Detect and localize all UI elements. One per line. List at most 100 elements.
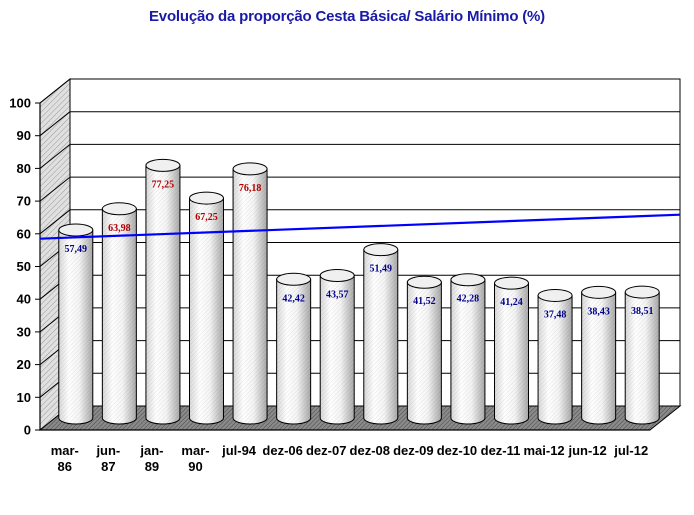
y-tick-label: 100 xyxy=(9,96,31,111)
x-tick-line: dez-11 xyxy=(481,443,521,458)
bar-top xyxy=(450,273,486,287)
bar xyxy=(363,243,399,425)
x-tick-line: mar- xyxy=(181,443,209,458)
data-label: 42,28 xyxy=(457,294,480,305)
y-tick-label: 0 xyxy=(24,423,31,438)
bar-shading xyxy=(276,279,311,425)
x-tick-label: jun-87 xyxy=(95,443,120,474)
y-tick-label: 10 xyxy=(17,390,31,405)
data-label: 57,49 xyxy=(65,244,88,255)
data-label: 76,18 xyxy=(239,183,262,194)
x-tick-label: dez-10 xyxy=(437,443,477,458)
gridline-side xyxy=(39,111,71,137)
x-tick-line: jan- xyxy=(139,443,163,458)
bar xyxy=(276,272,312,425)
x-tick-label: dez-07 xyxy=(306,443,346,458)
bar-shading xyxy=(581,292,616,425)
x-tick-line: dez-06 xyxy=(262,443,302,458)
bar-shading xyxy=(145,165,180,425)
y-tick-label: 40 xyxy=(17,292,31,307)
x-tick-line: jul-12 xyxy=(613,443,648,458)
x-tick-line: jun-12 xyxy=(567,443,606,458)
data-label: 43,57 xyxy=(326,290,349,301)
data-label: 38,51 xyxy=(631,306,654,317)
bar-top xyxy=(581,285,617,299)
x-tick-line: 87 xyxy=(101,459,115,474)
gridline-side xyxy=(39,209,71,235)
bar xyxy=(101,202,137,425)
x-tick-label: mar-86 xyxy=(51,443,79,474)
y-tick-label: 80 xyxy=(17,161,31,176)
x-tick-line: mai-12 xyxy=(523,443,564,458)
reference-line-layer xyxy=(39,213,681,240)
x-tick-label: dez-06 xyxy=(262,443,302,458)
x-tick-label: dez-11 xyxy=(481,443,521,458)
data-label: 42,42 xyxy=(282,293,305,304)
bar xyxy=(537,288,573,425)
bar xyxy=(406,275,442,425)
bars xyxy=(58,158,660,425)
bar-top xyxy=(145,158,181,172)
axes xyxy=(35,102,650,431)
x-tick-label: mar-90 xyxy=(181,443,209,474)
bar-shading xyxy=(189,198,224,425)
bar-top xyxy=(58,223,94,237)
data-label: 77,25 xyxy=(152,179,175,190)
gridline-side xyxy=(39,78,71,104)
y-tick-label: 70 xyxy=(17,194,31,209)
y-tick-label: 50 xyxy=(17,259,31,274)
bar-shading xyxy=(58,230,93,424)
x-tick-label: mai-12 xyxy=(523,443,564,458)
x-tick-line: 90 xyxy=(188,459,202,474)
bar-top xyxy=(276,272,312,286)
x-tick-line: dez-10 xyxy=(437,443,477,458)
data-labels: 57,49 63,98 77,25 67,25 76,18 42,42 43,57 51,49… xyxy=(65,179,654,320)
bar xyxy=(189,191,224,425)
x-tick-line: mar- xyxy=(51,443,79,458)
y-tick-label: 90 xyxy=(17,128,31,143)
x-tick-line: jul-94 xyxy=(221,443,257,458)
x-tick-line: dez-09 xyxy=(393,443,433,458)
gridline-side xyxy=(39,176,71,202)
bar-shading xyxy=(102,208,137,424)
x-tick-line: jun- xyxy=(95,443,120,458)
x-tick-line: 89 xyxy=(145,459,159,474)
data-label: 51,49 xyxy=(370,264,393,275)
bar xyxy=(319,269,355,425)
bar-shading xyxy=(320,275,355,425)
x-tick-label: dez-09 xyxy=(393,443,433,458)
gridline-side xyxy=(39,144,71,169)
bar-shading xyxy=(494,283,529,425)
bar xyxy=(232,162,268,425)
bar xyxy=(145,158,181,425)
bar xyxy=(581,285,617,425)
bar-top xyxy=(101,202,137,216)
y-tick-label: 20 xyxy=(17,357,31,372)
x-tick-label: jul-94 xyxy=(221,443,257,458)
bar-shading xyxy=(363,249,398,425)
bar xyxy=(624,285,660,425)
reference-line xyxy=(39,213,681,240)
bar-shading xyxy=(450,279,485,425)
x-tick-label: jun-12 xyxy=(567,443,606,458)
data-label: 37,48 xyxy=(544,309,567,320)
x-tick-line: dez-08 xyxy=(350,443,390,458)
y-tick-label: 30 xyxy=(17,324,31,339)
y-axis-tick-labels: 0 10 20 30 40 50 60 70 80 90 100 xyxy=(9,96,31,438)
x-tick-line: 86 xyxy=(58,459,72,474)
bar-top xyxy=(232,162,268,176)
bar xyxy=(494,276,529,425)
bar-shading xyxy=(407,282,442,425)
bar xyxy=(58,223,94,425)
data-label: 67,25 xyxy=(195,212,218,223)
bar-shading xyxy=(625,292,660,425)
bar-top xyxy=(189,191,224,205)
data-label: 41,52 xyxy=(413,296,436,307)
bar xyxy=(450,273,486,425)
bar-top xyxy=(537,288,573,302)
bar-top xyxy=(319,269,355,283)
x-tick-line: dez-07 xyxy=(306,443,346,458)
bar-shading xyxy=(233,168,268,424)
